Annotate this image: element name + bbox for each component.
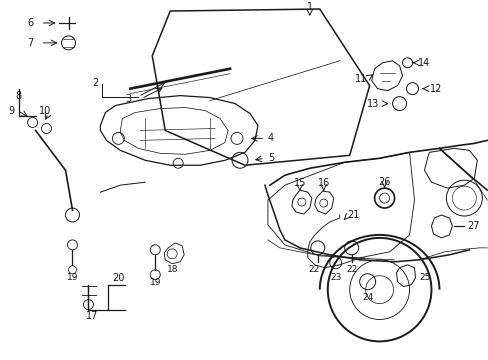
Text: 21: 21 bbox=[347, 210, 359, 220]
Text: 11: 11 bbox=[355, 74, 367, 84]
Text: 17: 17 bbox=[86, 311, 99, 320]
Text: 3: 3 bbox=[125, 94, 131, 104]
Text: 15: 15 bbox=[293, 178, 305, 188]
Text: 7: 7 bbox=[27, 38, 34, 48]
Text: 13: 13 bbox=[366, 99, 379, 109]
Text: 5: 5 bbox=[267, 153, 274, 163]
Text: 22: 22 bbox=[346, 265, 357, 274]
Text: 14: 14 bbox=[417, 58, 429, 68]
Text: 25: 25 bbox=[419, 273, 430, 282]
Text: 19: 19 bbox=[149, 278, 161, 287]
Text: 2: 2 bbox=[92, 78, 99, 88]
Text: 24: 24 bbox=[361, 293, 372, 302]
Text: 27: 27 bbox=[467, 221, 479, 231]
Text: 10: 10 bbox=[39, 105, 51, 116]
Text: 6: 6 bbox=[27, 18, 34, 28]
Text: 1: 1 bbox=[306, 2, 312, 12]
Text: 23: 23 bbox=[329, 273, 341, 282]
Text: 18: 18 bbox=[166, 265, 178, 274]
Text: 19: 19 bbox=[66, 273, 78, 282]
Text: 22: 22 bbox=[307, 265, 319, 274]
Text: 26: 26 bbox=[378, 177, 390, 187]
Text: 16: 16 bbox=[317, 178, 329, 188]
Text: 8: 8 bbox=[16, 91, 21, 100]
Text: 9: 9 bbox=[8, 105, 15, 116]
Text: 4: 4 bbox=[267, 134, 273, 143]
Text: 12: 12 bbox=[428, 84, 441, 94]
Text: 20: 20 bbox=[112, 273, 124, 283]
